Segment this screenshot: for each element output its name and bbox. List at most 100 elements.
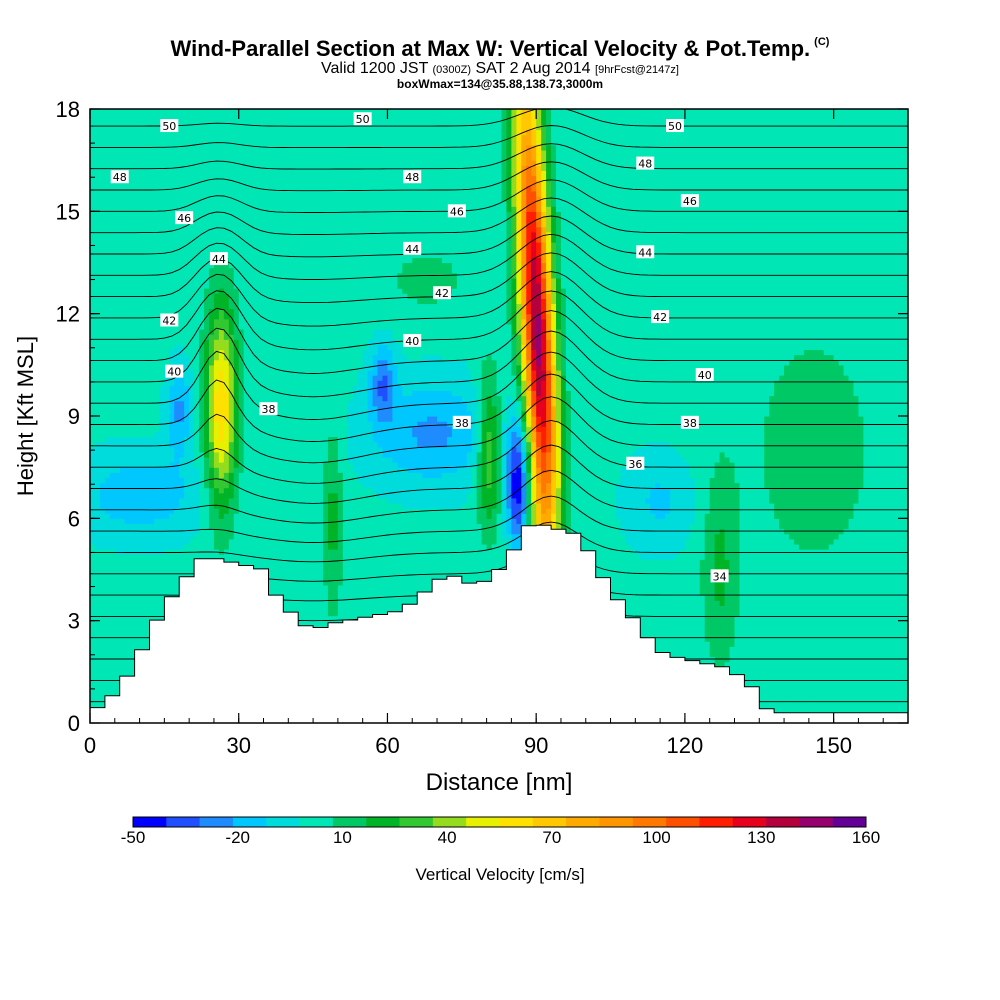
field-cell — [90, 385, 96, 392]
field-cell — [253, 129, 260, 136]
field-cell — [283, 421, 289, 427]
field-cell — [94, 323, 101, 330]
field-cell — [164, 400, 170, 407]
field-cell — [129, 395, 136, 402]
field-cell — [278, 175, 284, 182]
field-cell — [288, 446, 294, 453]
field-cell — [228, 257, 235, 264]
field-cell — [99, 702, 106, 709]
field-cell — [273, 344, 279, 351]
field-cell — [213, 298, 220, 305]
field-cell — [268, 313, 275, 320]
field-cell — [119, 247, 126, 253]
field-cell — [129, 492, 136, 499]
field-cell — [109, 267, 116, 274]
field-cell — [99, 410, 106, 417]
field-cell — [109, 569, 116, 576]
field-cell — [134, 206, 141, 212]
field-cell — [114, 344, 121, 351]
field-cell — [174, 538, 180, 545]
field-cell — [144, 513, 151, 519]
field-cell — [109, 682, 116, 688]
field-cell — [248, 416, 255, 422]
field-cell — [154, 334, 161, 340]
field-cell — [154, 456, 161, 463]
field-cell — [139, 564, 146, 571]
field-cell — [174, 405, 180, 412]
field-cell — [258, 190, 265, 197]
field-cell — [139, 533, 146, 540]
field-cell — [94, 574, 101, 581]
field-cell — [263, 477, 270, 484]
field-cell — [208, 451, 215, 458]
field-cell — [273, 298, 279, 305]
field-cell — [99, 523, 106, 530]
field-cell — [278, 339, 284, 345]
field-cell — [174, 334, 180, 340]
field-cell — [119, 257, 126, 264]
field-cell — [238, 359, 245, 366]
field-cell — [90, 344, 96, 351]
field-cell — [283, 170, 289, 177]
field-cell — [228, 288, 235, 294]
field-cell — [189, 405, 195, 412]
field-cell — [90, 692, 96, 699]
field-cell — [99, 579, 106, 586]
field-cell — [248, 288, 255, 294]
field-cell — [94, 595, 101, 601]
field-cell — [94, 682, 101, 688]
field-cell — [179, 528, 185, 535]
field-cell — [283, 231, 289, 238]
field-cell — [238, 477, 245, 484]
field-cell — [159, 492, 165, 499]
field-cell — [164, 446, 170, 453]
field-cell — [189, 421, 195, 427]
field-cell — [109, 242, 116, 248]
field-cell — [199, 216, 205, 223]
field-cell — [268, 267, 275, 274]
field-cell — [99, 190, 106, 197]
field-cell — [119, 119, 126, 125]
field-cell — [283, 139, 289, 146]
field-cell — [273, 313, 279, 320]
field-cell — [134, 160, 141, 166]
field-cell — [134, 349, 141, 356]
field-cell — [278, 242, 284, 248]
field-cell — [228, 380, 235, 386]
field-cell — [169, 206, 175, 212]
field-cell — [149, 584, 156, 591]
field-cell — [119, 385, 126, 392]
field-cell — [129, 549, 136, 555]
field-cell — [238, 533, 245, 540]
field-cell — [159, 600, 165, 606]
field-cell — [179, 349, 185, 356]
field-cell — [124, 354, 131, 361]
field-cell — [119, 226, 126, 233]
field-cell — [124, 385, 131, 392]
field-cell — [94, 216, 101, 223]
field-cell — [124, 661, 131, 668]
field-cell — [129, 247, 136, 253]
field-cell — [268, 451, 275, 458]
field-cell — [144, 211, 151, 218]
field-cell — [99, 221, 106, 228]
field-cell — [218, 329, 225, 335]
field-cell — [223, 114, 230, 120]
field-cell — [208, 482, 215, 489]
field-cell — [154, 610, 161, 617]
field-cell — [288, 584, 294, 591]
field-cell — [149, 595, 156, 601]
field-cell — [189, 195, 195, 202]
field-cell — [293, 518, 299, 525]
field-cell — [124, 359, 131, 366]
field-cell — [90, 405, 96, 412]
field-cell — [159, 339, 165, 345]
field-cell — [90, 605, 96, 612]
field-cell — [233, 313, 240, 320]
field-cell — [90, 564, 96, 571]
field-cell — [94, 564, 101, 571]
field-cell — [288, 247, 294, 253]
field-cell — [99, 318, 106, 325]
field-cell — [263, 252, 270, 258]
field-cell — [233, 114, 240, 120]
